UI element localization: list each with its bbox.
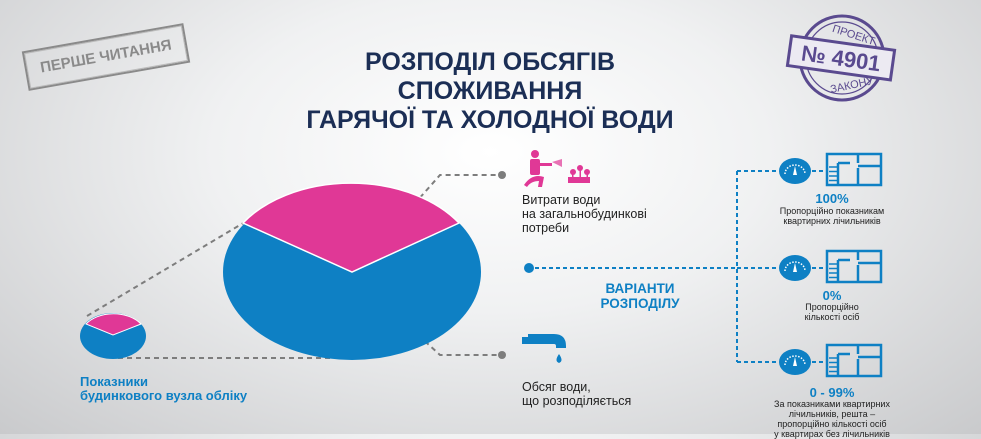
variants-dot [524,263,534,273]
project-stamp: № 4901 ПРОЕКТ ЗАКОНУ [785,14,897,102]
pie-slice-common-needs [85,313,142,336]
connector-dot [498,351,506,359]
label-line: будинкового вузла обліку [80,388,248,403]
label-line: потреби [522,221,570,235]
big-pie [223,182,481,360]
label-line: Показники [80,374,148,389]
apartment-plan-icon [825,152,883,187]
desc-line: пропорційно кількості осіб [777,419,887,429]
option-description: Пропорційно кількості осіб [742,302,922,322]
title-line: ГАРЯЧОЇ ТА ХОЛОДНОЇ ВОДИ [306,106,674,134]
meter-gauge-icon [779,255,811,281]
label-line: що розподіляється [522,394,632,408]
title-line: РОЗПОДІЛ ОБСЯГІВ [364,48,616,76]
small-pie [80,313,146,359]
gardener-hose-icon [524,150,562,187]
water-tap-icon [522,334,566,363]
distributed-label: Обсяг води, що розподіляється [522,380,631,408]
connector-line [404,322,500,356]
building-meter-label: Показники будинкового вузла обліку [80,375,247,403]
option-percent: 0% [822,288,842,303]
label-line: Обсяг води, [522,380,591,394]
label-line: на загальнобудинкові [522,207,647,221]
desc-line: у квартирах без лічильників [774,429,890,439]
pie-slice-common-needs [241,182,461,273]
connector-line [86,221,246,317]
option-percent: 100% [815,191,849,206]
desc-line: Пропорційно показникам [779,206,885,216]
label-line: ВАРІАНТИ [605,281,675,296]
option-percent: 0 - 99% [809,385,855,400]
label-line: Витрати води [522,193,601,207]
title-line: СПОЖИВАННЯ [397,77,583,105]
meter-gauge-icon [779,158,811,184]
option-description: Пропорційно показникам квартирних лічиль… [742,206,922,226]
apartment-plan-icon [825,343,883,378]
connector-dot [498,171,506,179]
desc-line: квартирних лічильників [783,216,881,226]
apartment-plan-icon [825,249,883,284]
option-description: За показниками квартирних лічильників, р… [742,399,922,439]
meter-gauge-icon [779,349,811,375]
desc-line: кількості осіб [804,312,860,322]
common-needs-label: Витрати води на загальнобудинкові потреб… [522,193,647,235]
label-line: РОЗПОДІЛУ [600,296,680,311]
variants-label: ВАРІАНТИ РОЗПОДІЛУ [580,281,700,311]
flowers-icon [568,165,590,183]
desc-line: лічильників, решта – [788,409,876,419]
desc-line: За показниками квартирних [774,399,890,409]
page-title: РОЗПОДІЛ ОБСЯГІВ СПОЖИВАННЯ ГАРЯЧОЇ ТА Х… [240,48,740,135]
variants-connectors [535,170,826,363]
desc-line: Пропорційно [805,302,859,312]
